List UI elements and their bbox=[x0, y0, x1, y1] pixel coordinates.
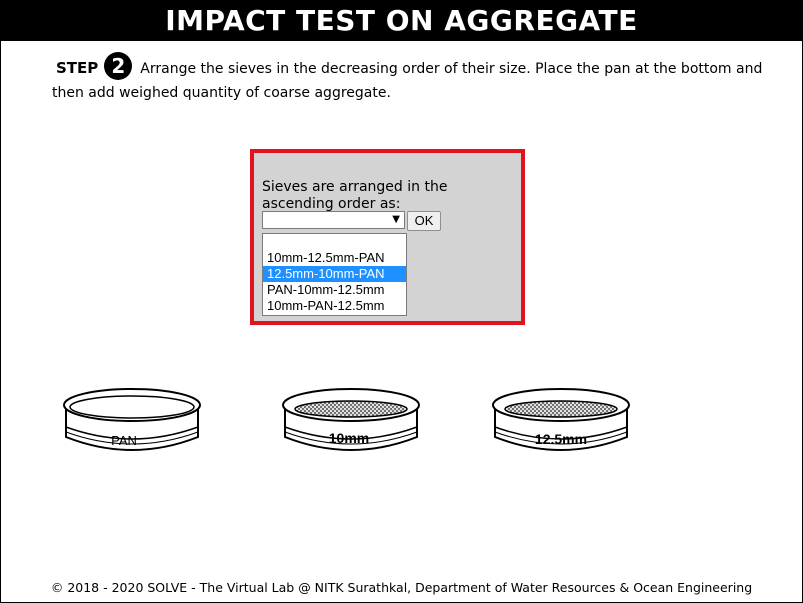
sieve-order-select[interactable]: ▼ bbox=[262, 211, 405, 229]
step-number-badge: 2 bbox=[104, 52, 133, 80]
chevron-down-icon: ▼ bbox=[392, 214, 400, 225]
mesh-pattern bbox=[504, 400, 618, 418]
sieve-label: 10mm bbox=[329, 430, 369, 446]
sieve-12-5mm[interactable]: 12.5mm bbox=[487, 383, 635, 455]
step-text: Arrange the sieves in the decreasing ord… bbox=[52, 61, 763, 101]
mesh-pattern bbox=[294, 400, 408, 418]
sieve-label: 12.5mm bbox=[535, 431, 587, 447]
sieve-label: PAN bbox=[111, 433, 137, 448]
dropdown-option[interactable]: 10mm-12.5mm-PAN bbox=[267, 250, 385, 265]
step-instruction: STEP 2 Arrange the sieves in the decreasin… bbox=[52, 52, 792, 103]
sieve-10mm[interactable]: 10mm bbox=[277, 383, 425, 455]
sieve-order-dropdown-list: 10mm-12.5mm-PAN 12.5mm-10mm-PAN PAN-10mm… bbox=[262, 233, 407, 316]
page-title: IMPACT TEST ON AGGREGATE bbox=[0, 0, 803, 41]
dropdown-option-highlighted[interactable]: 12.5mm-10mm-PAN bbox=[263, 266, 406, 282]
footer-copyright: © 2018 - 2020 SOLVE - The Virtual Lab @ … bbox=[50, 580, 753, 595]
step-label: STEP bbox=[56, 59, 99, 77]
sieve-order-panel: Sieves are arranged in the ascending ord… bbox=[250, 149, 525, 325]
sieve-order-prompt: Sieves are arranged in the ascending ord… bbox=[262, 179, 448, 212]
pan-sieve[interactable]: PAN bbox=[58, 383, 206, 455]
dropdown-option[interactable]: PAN-10mm-12.5mm bbox=[267, 282, 385, 297]
ok-button[interactable]: OK bbox=[407, 211, 441, 231]
dropdown-option[interactable]: 10mm-PAN-12.5mm bbox=[267, 298, 385, 313]
